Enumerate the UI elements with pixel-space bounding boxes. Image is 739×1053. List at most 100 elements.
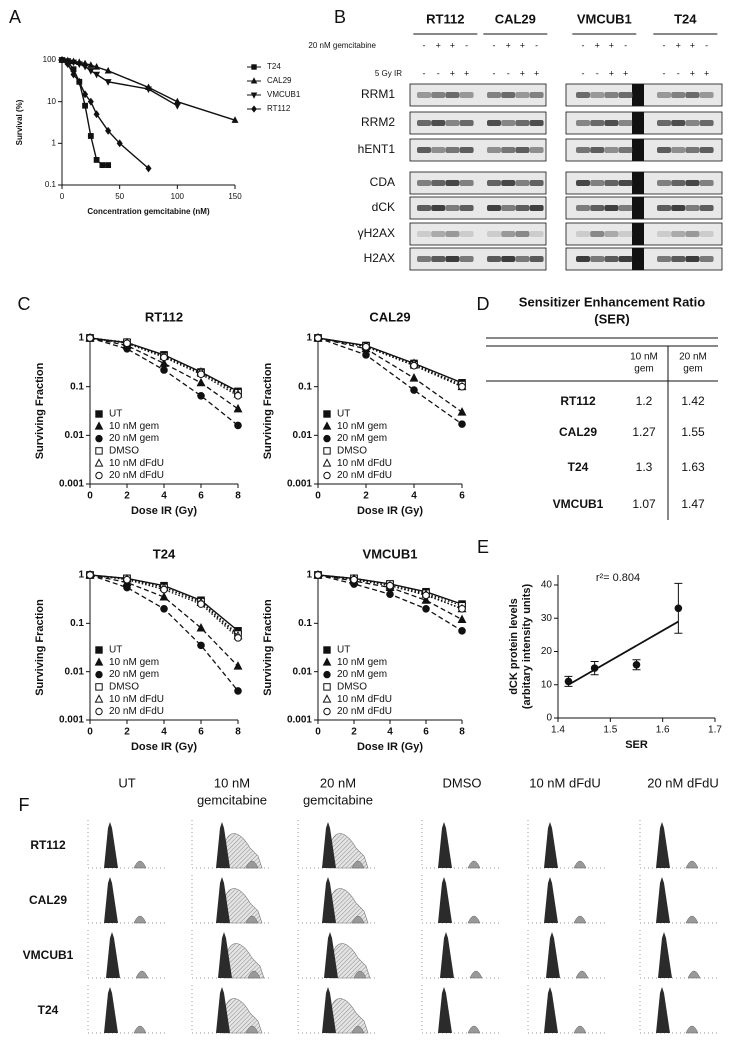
histogram-g1	[322, 822, 336, 868]
treatment-sign: -	[493, 40, 496, 50]
treatment-sign: -	[423, 68, 426, 78]
blot-band	[671, 205, 686, 211]
blot-band	[671, 147, 686, 153]
blot-band	[699, 256, 714, 262]
legend-label: 10 nM dFdU	[109, 458, 164, 469]
blot-band	[459, 147, 474, 153]
x-tick-label: 6	[459, 491, 465, 502]
histogram-g1	[544, 877, 558, 923]
blot-band	[417, 120, 431, 126]
data-point	[81, 63, 89, 71]
table-cell: 1.55	[681, 425, 705, 439]
blot-band	[671, 180, 686, 186]
x-tick-label: 8	[235, 727, 241, 738]
data-point	[123, 339, 131, 348]
treatment-sign: -	[423, 40, 426, 50]
blot-band	[576, 92, 590, 98]
panel-letter: D	[477, 294, 490, 314]
blot-band	[671, 256, 686, 262]
blot-band	[604, 180, 619, 186]
histogram-g1	[106, 932, 120, 978]
blot-band	[699, 205, 714, 211]
y-axis-label: Surviving Fraction	[262, 362, 274, 459]
blot-band	[487, 256, 501, 262]
flow-column-header: DMSO	[443, 775, 482, 790]
blot-band	[576, 147, 590, 153]
data-point	[458, 627, 466, 635]
data-point	[87, 133, 94, 139]
treatment-sign: +	[623, 68, 628, 78]
data-point	[64, 60, 71, 68]
blot-band	[431, 120, 446, 126]
blot-band	[618, 231, 633, 237]
data-point	[458, 420, 466, 428]
data-point	[197, 600, 205, 608]
blot-band	[685, 120, 700, 126]
blot-band	[445, 231, 460, 237]
marker-lane	[632, 139, 644, 161]
legend-marker	[95, 707, 103, 716]
blot-band	[501, 120, 516, 126]
histogram-g1	[322, 987, 336, 1033]
blot-band	[417, 205, 431, 211]
x-tick-label: 6	[198, 491, 204, 502]
data-point	[197, 370, 205, 379]
data-point	[160, 366, 168, 374]
protein-label: dCK	[372, 200, 395, 214]
histogram-g2	[133, 915, 147, 924]
blot-box	[409, 83, 547, 107]
blot-band	[576, 231, 590, 237]
legend-marker	[95, 471, 103, 480]
y-tick-label: 0.001	[59, 715, 84, 726]
x-tick-label: 0	[315, 727, 321, 738]
blot-band	[501, 205, 516, 211]
x-tick-label: 2	[124, 491, 130, 502]
y-tick-label: 0.001	[287, 479, 312, 490]
blot-band	[685, 180, 700, 186]
histogram-g1	[104, 987, 118, 1033]
histogram-g1	[438, 822, 452, 868]
data-point	[564, 677, 573, 686]
data-point	[104, 66, 112, 74]
y-tick-label: 100	[43, 55, 57, 64]
flow-column-header: gemcitabine	[197, 792, 267, 807]
data-point	[160, 353, 168, 362]
y-tick-label: 1	[78, 570, 84, 581]
histogram-g2	[245, 915, 259, 924]
legend-label: DMSO	[337, 446, 367, 457]
blot-band	[487, 147, 501, 153]
data-point	[196, 622, 206, 632]
data-point	[234, 391, 242, 400]
histogram-g1	[216, 987, 230, 1033]
legend-label: 10 nM gem	[109, 421, 159, 432]
data-point	[234, 421, 242, 430]
blot-band	[671, 120, 686, 126]
histogram-g1	[324, 932, 338, 978]
histogram-g2	[351, 915, 365, 924]
blot-band	[431, 231, 446, 237]
legend-label: 20 nM gem	[109, 433, 159, 444]
flow-column-header: 10 nM dFdU	[529, 775, 601, 790]
data-point	[123, 583, 131, 592]
series-line	[61, 59, 109, 166]
table-cell: 1.47	[681, 497, 705, 511]
blot-band	[431, 147, 446, 153]
data-point	[70, 59, 77, 67]
legend-marker	[322, 421, 332, 430]
blot-band	[657, 180, 671, 186]
legend-label: 20 nM dFdU	[109, 706, 164, 717]
blot-band	[618, 180, 633, 186]
data-point	[362, 351, 370, 359]
data-point	[86, 571, 94, 579]
histogram-s-phase	[327, 888, 369, 924]
y-tick-label: 20	[541, 646, 553, 657]
treatment-sign: -	[705, 40, 708, 50]
blot-box	[409, 196, 547, 220]
data-point	[93, 71, 101, 79]
data-point	[234, 687, 242, 695]
legend-marker	[251, 64, 257, 70]
blot-band	[529, 180, 544, 186]
histogram-g2	[133, 860, 147, 869]
